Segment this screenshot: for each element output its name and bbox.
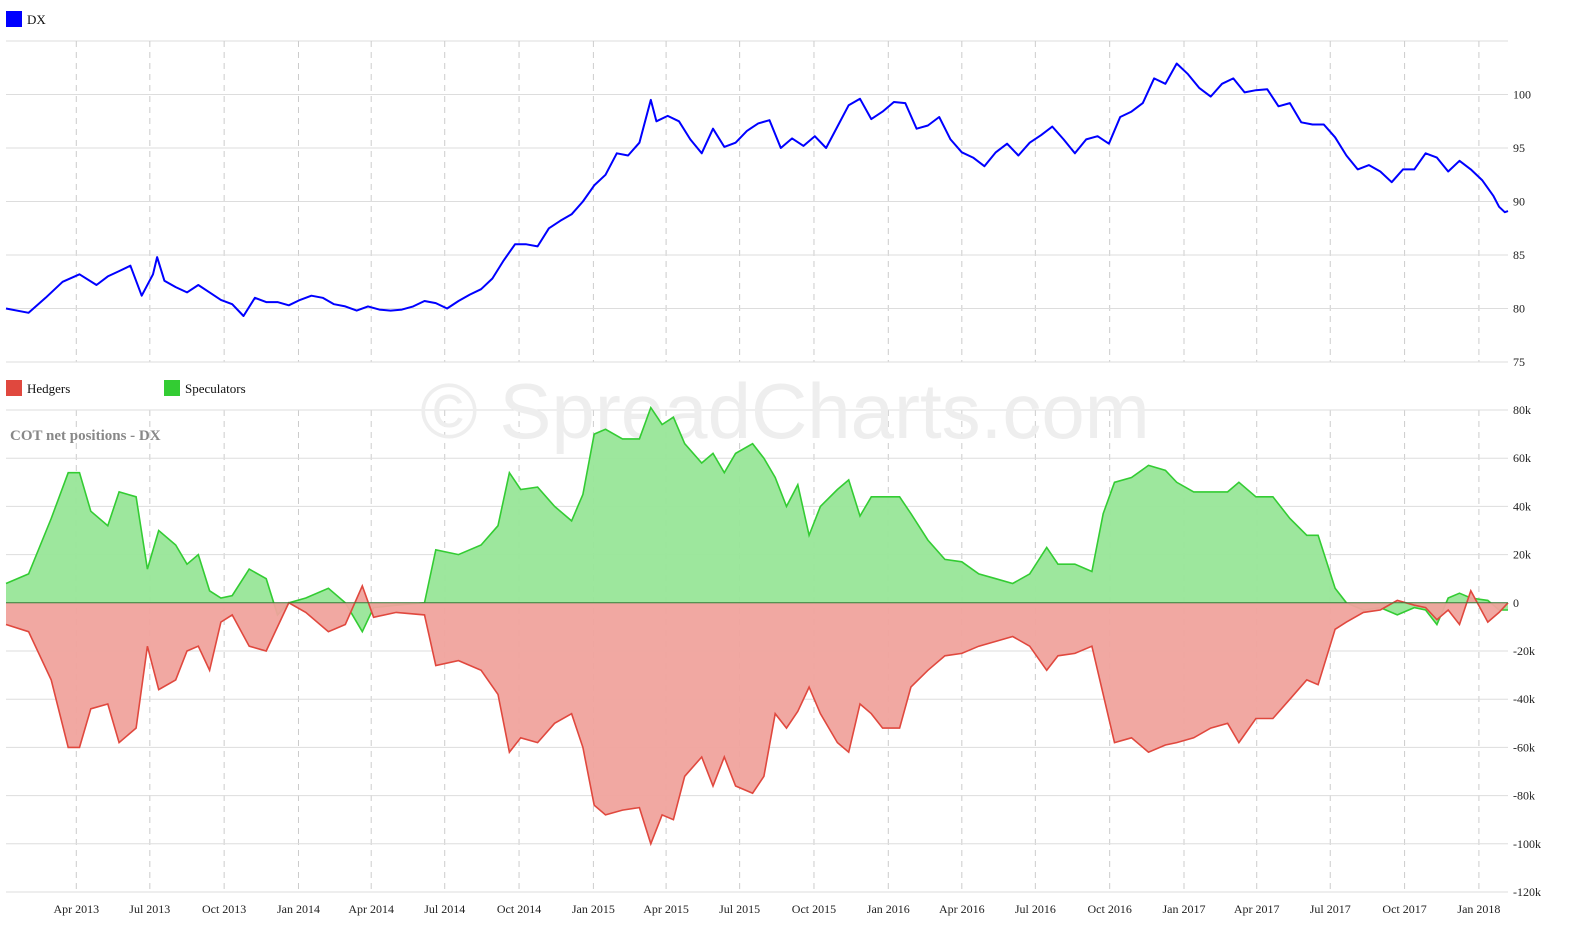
grid-layer: [6, 40, 1508, 893]
cot-y-tick-label: 80k: [1513, 403, 1531, 417]
price-y-tick-label: 80: [1513, 302, 1525, 316]
area-fill-speculators: [6, 407, 1508, 632]
cot-y-tick-label: -60k: [1513, 740, 1535, 754]
x-tick-label: Oct 2016: [1088, 902, 1132, 916]
x-tick-label: Jan 2014: [277, 902, 320, 916]
x-tick-label: Jan 2016: [867, 902, 910, 916]
cot-chart-title: COT net positions - DX: [10, 428, 161, 444]
x-tick-label: Oct 2015: [792, 902, 836, 916]
cot-y-tick-label: -80k: [1513, 789, 1535, 803]
x-tick-label: Apr 2016: [939, 902, 985, 916]
area-line-hedgers: [5, 583, 1509, 847]
x-tick-label: Oct 2014: [497, 902, 541, 916]
x-tick-label: Jan 2015: [572, 902, 615, 916]
x-tick-label: Jul 2015: [719, 902, 760, 916]
price-y-tick-label: 75: [1513, 355, 1525, 369]
watermark: © SpreadCharts.com: [420, 367, 1149, 455]
x-tick-label: Jul 2013: [129, 902, 170, 916]
x-tick-label: Jul 2016: [1015, 902, 1056, 916]
axis-label-layer: Apr 2013 Jul 2013 Oct 2013 Jan 2014 Apr 2014…: [53, 88, 1541, 917]
price-y-tick-label: 100: [1513, 88, 1531, 102]
cot-y-tick-label: -40k: [1513, 692, 1535, 706]
x-tick-label: Jul 2014: [424, 902, 465, 916]
x-tick-label: Jan 2018: [1457, 902, 1500, 916]
legend-swatch-hedgers: [6, 380, 22, 396]
area-line-speculators: [5, 405, 1508, 634]
x-tick-label: Apr 2014: [348, 902, 394, 916]
cot-y-tick-label: -20k: [1513, 644, 1535, 658]
cot-y-tick-label: 40k: [1513, 499, 1531, 513]
cot-y-tick-label: -100k: [1513, 837, 1541, 851]
x-tick-label: Jan 2017: [1163, 902, 1206, 916]
price-line-layer: [5, 62, 1509, 317]
x-tick-label: Oct 2013: [202, 902, 246, 916]
cot-y-tick-label: 20k: [1513, 548, 1531, 562]
price-legend: DX: [6, 11, 46, 27]
legend-label-dx: DX: [27, 12, 46, 27]
area-fill-hedgers: [6, 585, 1508, 844]
x-tick-label: Oct 2017: [1382, 902, 1426, 916]
cot-y-tick-label: -120k: [1513, 885, 1541, 899]
series-line-dx: [5, 62, 1509, 317]
legend-swatch-speculators: [164, 380, 180, 396]
legend-swatch-dx: [6, 11, 22, 27]
x-tick-label: Apr 2015: [643, 902, 689, 916]
legend-label-hedgers: Hedgers: [27, 381, 70, 396]
cot-area-layer: [5, 405, 1509, 847]
cot-legend: Hedgers Speculators: [6, 380, 246, 396]
price-y-tick-label: 95: [1513, 141, 1525, 155]
x-tick-label: Apr 2013: [53, 902, 99, 916]
cot-y-tick-label: 60k: [1513, 451, 1531, 465]
cot-y-tick-label: 0: [1513, 596, 1519, 610]
price-y-tick-label: 85: [1513, 248, 1525, 262]
x-tick-label: Apr 2017: [1234, 902, 1280, 916]
price-y-tick-label: 90: [1513, 195, 1525, 209]
x-tick-label: Jul 2017: [1310, 902, 1351, 916]
legend-label-speculators: Speculators: [185, 381, 246, 396]
